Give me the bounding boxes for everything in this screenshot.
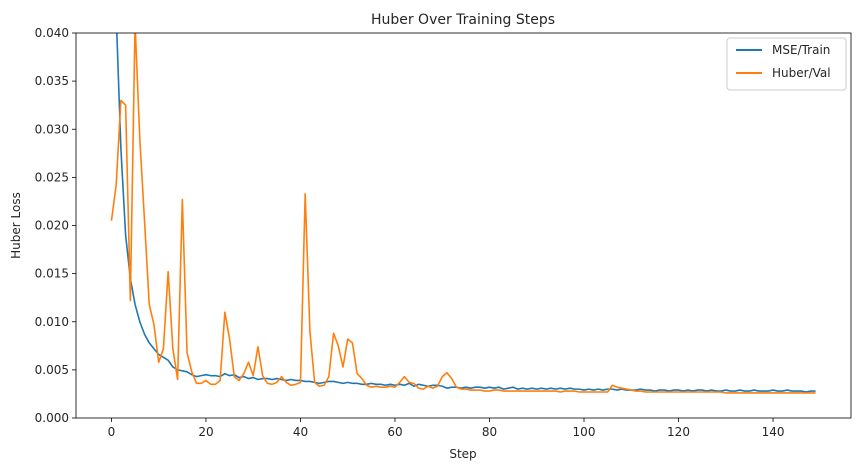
y-tick-label: 0.005 — [35, 363, 69, 377]
x-axis: 0 20 40 60 80 100 120 140 — [108, 418, 785, 439]
x-tick-label: 60 — [387, 425, 402, 439]
y-tick-label: 0.040 — [35, 26, 69, 40]
x-tick-label: 40 — [293, 425, 308, 439]
chart-title: Huber Over Training Steps — [371, 12, 555, 28]
x-tick-label: 140 — [762, 425, 785, 439]
plot-frame — [75, 32, 852, 419]
y-tick-label: 0.025 — [35, 170, 69, 184]
legend: MSE/Train Huber/Val — [726, 37, 847, 91]
x-tick-label: 80 — [482, 425, 497, 439]
x-tick-label: 20 — [198, 425, 213, 439]
series-line-mse-train — [116, 33, 816, 393]
x-tick-label: 0 — [108, 425, 116, 439]
legend-label-huber-val: Huber/Val — [772, 66, 831, 80]
y-tick-label: 0.020 — [35, 219, 69, 233]
x-tick-label: 120 — [667, 425, 690, 439]
x-axis-label: Step — [449, 447, 476, 461]
y-tick-label: 0.010 — [35, 315, 69, 329]
y-tick-label: 0.035 — [35, 74, 69, 88]
y-axis-label: Huber Loss — [9, 192, 23, 259]
legend-label-mse-train: MSE/Train — [772, 43, 830, 57]
x-tick-label: 100 — [573, 425, 596, 439]
y-tick-label: 0.015 — [35, 267, 69, 281]
y-axis: 0.000 0.005 0.010 0.015 0.020 0.025 0.030 0.035… — [35, 26, 76, 425]
series-layer — [110, 33, 816, 394]
y-tick-label: 0.000 — [35, 411, 69, 425]
series-line-huber-val — [110, 33, 816, 394]
y-tick-label: 0.030 — [35, 122, 69, 136]
